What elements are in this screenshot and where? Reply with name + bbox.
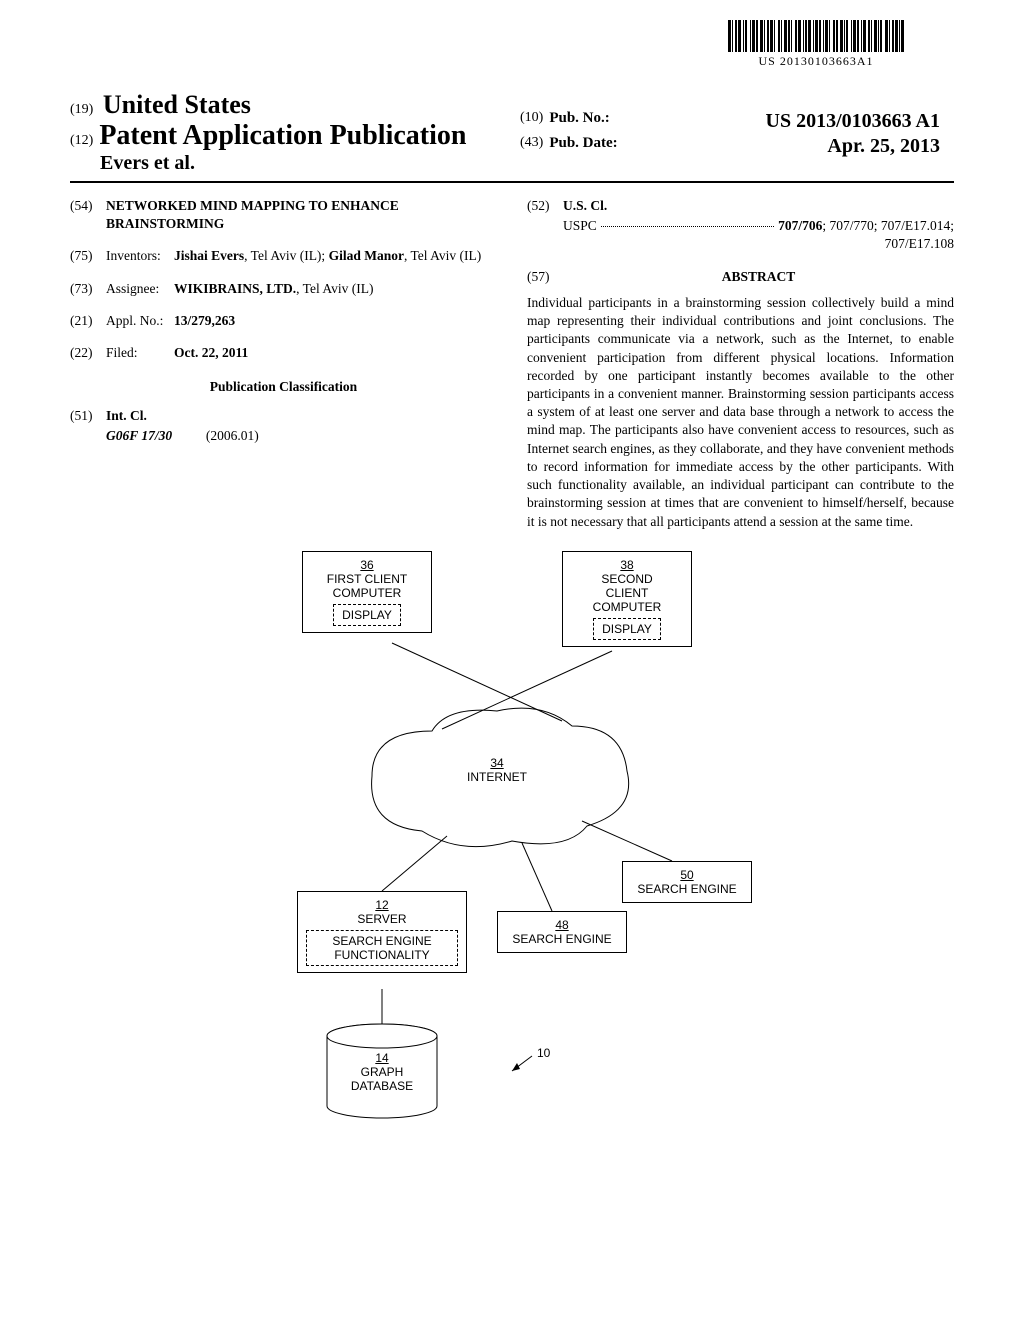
abstract-body: Individual participants in a brainstormi… <box>527 294 954 531</box>
code-22: (22) <box>70 344 106 362</box>
figure-diagram: 36 FIRST CLIENT COMPUTER DISPLAY 38 SECO… <box>232 551 792 1141</box>
n38-l2: CLIENT <box>606 586 649 600</box>
node-search-50: 50 SEARCH ENGINE <box>622 861 752 903</box>
n38-display: DISPLAY <box>593 618 661 640</box>
n36-display: DISPLAY <box>333 604 401 626</box>
code-57: (57) <box>527 268 563 290</box>
n12-l1: SERVER <box>357 912 406 926</box>
pub-class-header: Publication Classification <box>70 378 497 396</box>
ref-12: 12 <box>306 898 458 912</box>
node-search-48: 48 SEARCH ENGINE <box>497 911 627 953</box>
intcl-class: G06F 17/30 <box>106 428 172 443</box>
inventor-2-name: Gilad Manor <box>329 248 404 263</box>
barcode-stripes <box>728 20 904 52</box>
code-10: (10) <box>520 110 543 133</box>
country-name: United States <box>103 90 251 119</box>
applno-label: Appl. No.: <box>106 312 174 330</box>
pub-date-label: Pub. Date: <box>549 135 617 158</box>
code-54: (54) <box>70 197 106 233</box>
n38-l3: COMPUTER <box>593 600 662 614</box>
code-52: (52) <box>527 197 563 215</box>
node-second-client: 38 SECOND CLIENT COMPUTER DISPLAY <box>562 551 692 647</box>
abstract-header: ABSTRACT <box>563 268 954 286</box>
intcl-value: G06F 17/30 (2006.01) <box>106 427 497 445</box>
inventors-value: Jishai Evers, Tel Aviv (IL); Gilad Manor… <box>174 247 497 265</box>
intcl-label: Int. Cl. <box>106 407 497 425</box>
ref-34: 34 <box>490 756 503 770</box>
intcl-version: (2006.01) <box>206 428 259 443</box>
n38-l1: SECOND <box>601 572 652 586</box>
pub-no-label: Pub. No.: <box>549 110 609 133</box>
filed-label: Filed: <box>106 344 174 362</box>
node-database: 14 GRAPH DATABASE <box>332 1051 432 1093</box>
pub-no-value: US 2013/0103663 A1 <box>766 110 940 133</box>
code-21: (21) <box>70 312 106 330</box>
n14-l2: DATABASE <box>351 1079 413 1093</box>
diagram-svg <box>232 551 792 1141</box>
applno-value: 13/279,263 <box>174 312 497 330</box>
node-server: 12 SERVER SEARCH ENGINE FUNCTIONALITY <box>297 891 467 973</box>
n34-label: INTERNET <box>467 770 527 784</box>
n14-l1: GRAPH <box>361 1065 404 1079</box>
inventor-1-name: Jishai Evers <box>174 248 244 263</box>
node-first-client: 36 FIRST CLIENT COMPUTER DISPLAY <box>302 551 432 633</box>
code-43: (43) <box>520 135 543 158</box>
header-right: (10) Pub. No.: US 2013/0103663 A1 (43) P… <box>520 110 940 160</box>
uspc-label: USPC <box>563 217 597 235</box>
n12-sub1: SEARCH ENGINE <box>332 934 431 948</box>
assignee-label: Assignee: <box>106 280 174 298</box>
ref-48: 48 <box>506 918 618 932</box>
header-divider <box>70 181 954 183</box>
ref-50: 50 <box>631 868 743 882</box>
code-19: (19) <box>70 102 93 117</box>
uspc-main: 707/706 <box>778 217 822 235</box>
barcode-number: US 20130103663A1 <box>728 54 904 69</box>
barcode-block: US 20130103663A1 <box>728 20 904 69</box>
code-12: (12) <box>70 133 93 149</box>
n50-l1: SEARCH ENGINE <box>637 882 736 896</box>
bibliographic-columns: (54) NETWORKED MIND MAPPING TO ENHANCE B… <box>70 197 954 531</box>
pub-date-value: Apr. 25, 2013 <box>827 135 940 158</box>
left-column: (54) NETWORKED MIND MAPPING TO ENHANCE B… <box>70 197 497 531</box>
uspc-dots <box>601 217 774 227</box>
right-column: (52) U.S. Cl. USPC 707/706; 707/770; 707… <box>527 197 954 531</box>
n36-l2: COMPUTER <box>333 586 402 600</box>
node-internet: 34 INTERNET <box>447 756 547 784</box>
assignee-loc: , Tel Aviv (IL) <box>296 281 373 296</box>
uscl-label: U.S. Cl. <box>563 197 954 215</box>
n48-l1: SEARCH ENGINE <box>512 932 611 946</box>
filed-value: Oct. 22, 2011 <box>174 344 497 362</box>
uspc-rest-2: 707/E17.108 <box>563 235 954 253</box>
code-73: (73) <box>70 280 106 298</box>
ref-10: 10 <box>537 1046 550 1060</box>
publication-type: Patent Application Publication <box>99 120 466 152</box>
n12-sub: SEARCH ENGINE FUNCTIONALITY <box>306 930 458 966</box>
assignee-value: WIKIBRAINS, LTD., Tel Aviv (IL) <box>174 280 497 298</box>
inventor-1-loc: , Tel Aviv (IL); <box>244 248 328 263</box>
n12-sub2: FUNCTIONALITY <box>334 948 429 962</box>
inventor-2-loc: , Tel Aviv (IL) <box>404 248 481 263</box>
uspc-block: USPC 707/706; 707/770; 707/E17.014; 707/… <box>527 217 954 253</box>
code-51: (51) <box>70 407 106 425</box>
ref-14: 14 <box>375 1051 388 1065</box>
code-75: (75) <box>70 247 106 265</box>
uspc-rest-1: ; 707/770; 707/E17.014; <box>822 217 954 235</box>
invention-title: NETWORKED MIND MAPPING TO ENHANCE BRAINS… <box>106 197 497 233</box>
inventors-label: Inventors: <box>106 247 174 265</box>
assignee-name: WIKIBRAINS, LTD. <box>174 281 296 296</box>
ref-38: 38 <box>571 558 683 572</box>
n36-l1: FIRST CLIENT <box>327 572 407 586</box>
ref-36: 36 <box>311 558 423 572</box>
